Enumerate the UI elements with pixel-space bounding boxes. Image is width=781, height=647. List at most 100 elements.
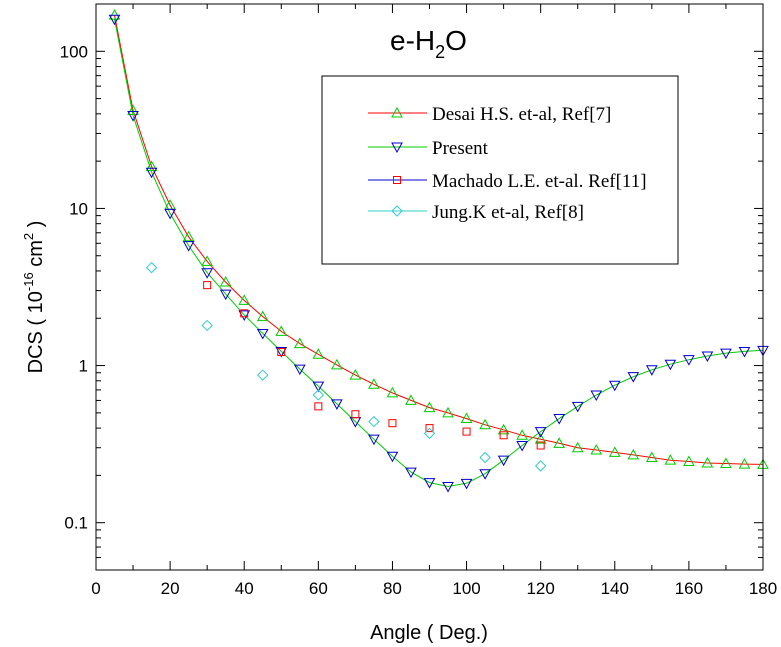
x-tick-label: 20 [161, 579, 180, 598]
data-point [462, 427, 471, 436]
x-tick-label: 120 [526, 579, 554, 598]
data-point [442, 406, 454, 418]
y-tick-label: 10 [69, 199, 88, 218]
data-point [553, 414, 566, 425]
data-point [423, 427, 436, 440]
data-point [256, 328, 269, 340]
data-point [219, 289, 232, 301]
data-point [182, 241, 195, 252]
data-point [108, 9, 121, 20]
legend-marker [391, 142, 403, 154]
y-axis-ticks: 0.1 1 10 100 [60, 3, 763, 571]
data-point [536, 441, 545, 450]
data-point [423, 478, 436, 489]
data-point [627, 448, 640, 460]
data-point [240, 309, 249, 318]
data-point [293, 364, 306, 376]
legend-label: Jung.K et-al, Ref[8] [432, 202, 584, 223]
data-point [479, 469, 491, 480]
data-point [351, 410, 360, 419]
series-1 [108, 14, 769, 493]
data-point [386, 451, 399, 463]
data-point [145, 261, 158, 274]
data-point [312, 389, 325, 401]
legend-marker [391, 205, 403, 217]
data-point [293, 337, 306, 349]
data-point [314, 402, 323, 411]
data-point [275, 346, 288, 358]
data-point [331, 358, 343, 370]
series-3 [145, 261, 547, 472]
chart-title: e-H2O [390, 25, 467, 62]
data-point [460, 478, 473, 490]
data-point [331, 399, 343, 410]
data-point [516, 429, 528, 440]
x-tick-label: 180 [749, 579, 777, 598]
data-point [608, 380, 621, 392]
data-point [683, 355, 695, 366]
data-point [425, 424, 434, 433]
data-point [368, 415, 380, 428]
data-point [720, 457, 732, 469]
x-tick-label: 0 [91, 579, 100, 598]
data-point [442, 481, 454, 493]
data-point [534, 427, 547, 438]
data-point [405, 394, 417, 405]
x-axis-ticks: 0 20 40 60 80 100 120 140 160 180 [91, 4, 777, 598]
data-point [201, 319, 213, 332]
data-point [257, 369, 269, 381]
data-point [608, 446, 621, 457]
data-point [683, 455, 695, 467]
legend-label: Present [432, 138, 489, 159]
data-point [388, 419, 397, 428]
data-point [497, 455, 510, 467]
data-point [368, 434, 380, 446]
data-point [349, 369, 362, 380]
data-point [312, 348, 325, 359]
data-point [368, 378, 380, 389]
data-point [201, 268, 214, 279]
data-point [534, 433, 547, 444]
data-point [238, 310, 251, 321]
x-tick-label: 160 [675, 579, 703, 598]
data-point [182, 230, 195, 242]
plot-marks [108, 9, 769, 493]
data-point [738, 346, 751, 358]
data-point [720, 348, 732, 360]
data-point [423, 401, 436, 413]
data-point [499, 431, 508, 440]
legend-marker [393, 176, 401, 184]
data-point [516, 440, 528, 452]
series-2 [203, 281, 545, 450]
data-point [277, 347, 286, 356]
legend-label: Machado L.E. et-al. Ref[11] [432, 171, 647, 192]
data-point [571, 401, 584, 413]
data-point [386, 386, 399, 398]
data-point [627, 372, 640, 383]
data-point [479, 451, 491, 464]
legend-box [321, 75, 679, 265]
data-point [203, 281, 212, 290]
y-tick-label: 100 [60, 42, 88, 61]
data-point [164, 208, 176, 220]
series-0 [108, 9, 769, 469]
data-point [664, 454, 677, 465]
data-point [127, 111, 139, 122]
data-point [479, 418, 491, 430]
data-point [645, 451, 658, 462]
x-tick-label: 80 [383, 579, 402, 598]
data-point [238, 294, 251, 305]
data-point [571, 441, 584, 453]
y-tick-label: 0.1 [64, 514, 88, 533]
x-tick-label: 140 [601, 579, 629, 598]
data-point [645, 365, 658, 376]
legend-marker [391, 106, 403, 118]
data-point [201, 255, 214, 266]
data-point [256, 310, 269, 322]
data-point [701, 456, 714, 468]
data-point [460, 412, 473, 424]
data-point [701, 351, 714, 363]
x-tick-label: 40 [235, 579, 254, 598]
data-point [219, 276, 232, 287]
